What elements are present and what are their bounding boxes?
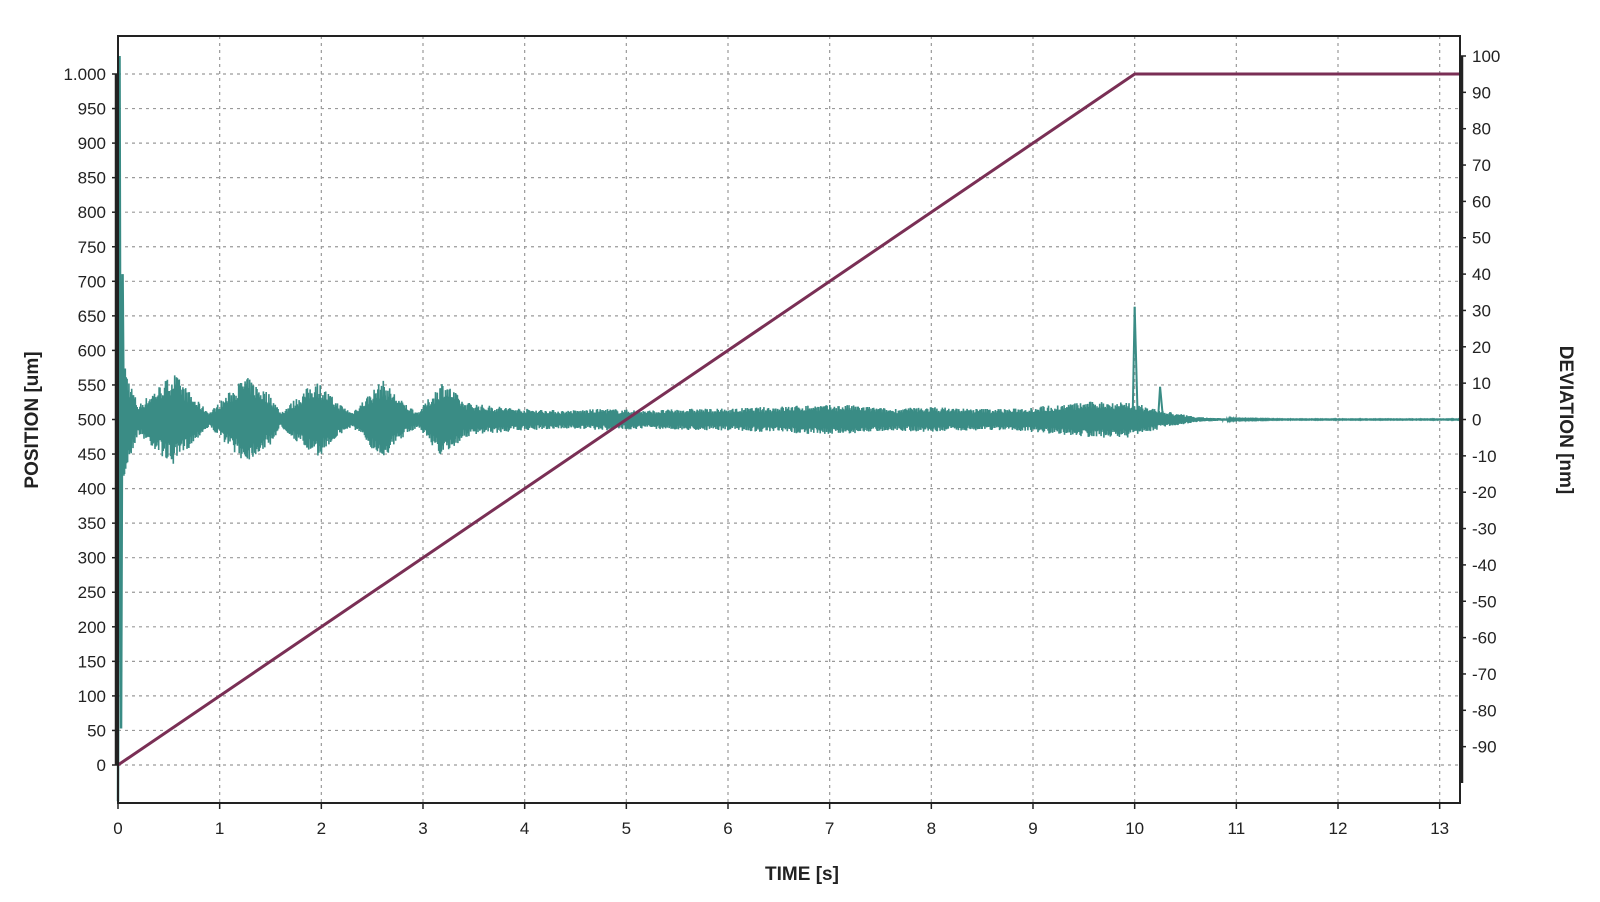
y-left-tick-label: 500 (78, 411, 106, 430)
deviation-spike (1169, 411, 1175, 420)
deviation-spike (1159, 386, 1165, 420)
x-tick-label: 5 (622, 819, 631, 838)
y-right-tick-label: -30 (1472, 520, 1497, 539)
x-tick-label: 13 (1430, 819, 1449, 838)
x-tick-label: 4 (520, 819, 529, 838)
y-right-tick-label: 50 (1472, 229, 1491, 248)
x-tick-label: 12 (1329, 819, 1348, 838)
x-tick-label: 0 (113, 819, 122, 838)
y-left-tick-label: 300 (78, 549, 106, 568)
y-right-tick-label: -50 (1472, 592, 1497, 611)
y-right-tick-label: -80 (1472, 701, 1497, 720)
x-tick-label: 9 (1028, 819, 1037, 838)
position-series-line (117, 72, 1460, 767)
y-left-tick-label: 650 (78, 307, 106, 326)
x-tick-label: 1 (215, 819, 224, 838)
series-layer (116, 55, 1461, 802)
y-right-tick-label: 80 (1472, 120, 1491, 139)
y-left-tick-label: 200 (78, 618, 106, 637)
y-left-tick-label: 750 (78, 238, 106, 257)
y-right-tick-label: 0 (1472, 411, 1481, 430)
y-left-tick-label: 150 (78, 652, 106, 671)
x-tick-label: 6 (723, 819, 732, 838)
y-right-tick-label: -70 (1472, 665, 1497, 684)
x-tick-label: 2 (317, 819, 326, 838)
x-tick-label: 7 (825, 819, 834, 838)
y-right-tick-label: -90 (1472, 738, 1497, 757)
y-left-tick-label: 600 (78, 341, 106, 360)
y-right-tick-label: 20 (1472, 338, 1491, 357)
deviation-startup-transient (116, 55, 126, 802)
x-axis-title: TIME [s] (765, 864, 839, 885)
y-right-tick-label: -10 (1472, 447, 1497, 466)
x-tick-label: 10 (1125, 819, 1144, 838)
y-left-tick-label: 550 (78, 376, 106, 395)
y-axis-left-title: POSITION [um] (22, 351, 43, 488)
y-right-tick-label: 100 (1472, 47, 1500, 66)
y-left-tick-label: 50 (87, 721, 106, 740)
y-left-tick-label: 100 (78, 687, 106, 706)
y-left-tick-label: 450 (78, 445, 106, 464)
x-tick-label: 11 (1228, 819, 1246, 838)
y-right-tick-label: -60 (1472, 629, 1497, 648)
deviation-spike (1138, 419, 1144, 431)
y-right-tick-label: 30 (1472, 301, 1491, 320)
y-axis-right-title: DEVIATION [nm] (1555, 346, 1576, 494)
y-left-tick-label: 350 (78, 514, 106, 533)
y-right-tick-label: 90 (1472, 83, 1491, 102)
y-right-tick-label: 60 (1472, 192, 1491, 211)
y-left-tick-label: 800 (78, 203, 106, 222)
deviation-spike (1133, 306, 1139, 420)
y-left-tick-label: 1.000 (63, 65, 106, 84)
y-right-tick-label: 10 (1472, 374, 1491, 393)
y-left-tick-label: 950 (78, 100, 106, 119)
y-left-tick-label: 250 (78, 583, 106, 602)
y-left-tick-label: 0 (97, 756, 106, 775)
y-axis-left: 0 50 100 150 200 250 300 350 400 450 500 550 600 650 7… (63, 65, 118, 775)
y-left-tick-label: 850 (78, 169, 106, 188)
y-right-tick-label: -20 (1472, 483, 1497, 502)
deviation-series-line (121, 351, 1461, 476)
y-right-tick-label: 70 (1472, 156, 1491, 175)
x-axis: 0 1 2 3 4 5 6 7 8 9 10 11 12 13 (113, 803, 1449, 838)
x-tick-label: 8 (927, 819, 936, 838)
y-left-tick-label: 900 (78, 134, 106, 153)
y-left-tick-label: 700 (78, 272, 106, 291)
y-left-tick-label: 400 (78, 480, 106, 499)
y-right-tick-label: -40 (1472, 556, 1497, 575)
y-right-tick-label: 40 (1472, 265, 1491, 284)
y-axis-right: -90 -80 -70 -60 -50 -40 -30 -20 -10 0 10 20 30 40 50 60… (1460, 47, 1500, 784)
x-tick-label: 3 (418, 819, 427, 838)
